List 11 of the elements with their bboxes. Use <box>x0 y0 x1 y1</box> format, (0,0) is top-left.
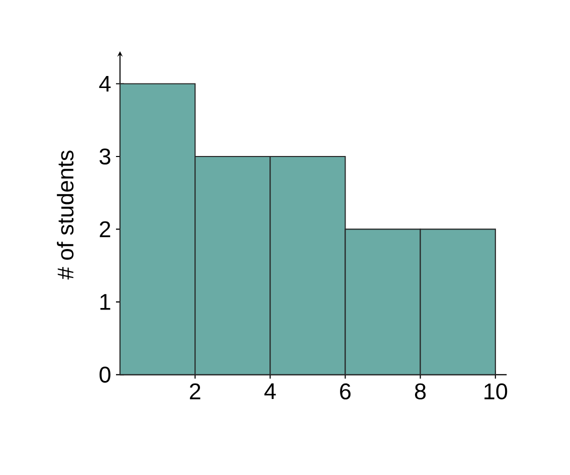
x-tick-label: 10 <box>484 384 508 400</box>
y-axis-title: # of students <box>56 150 74 280</box>
x-tick-label: 2 <box>190 384 200 400</box>
x-tick-label: 8 <box>415 384 426 400</box>
y-tick-label: 1 <box>100 294 110 310</box>
y-tick-label: 4 <box>99 76 111 92</box>
y-tick-label: 3 <box>100 148 110 165</box>
x-tick-label: 4 <box>264 384 276 400</box>
y-tick-label: 0 <box>100 366 110 383</box>
x-tick-label: 6 <box>340 384 351 400</box>
y-tick-label: 2 <box>100 221 110 238</box>
